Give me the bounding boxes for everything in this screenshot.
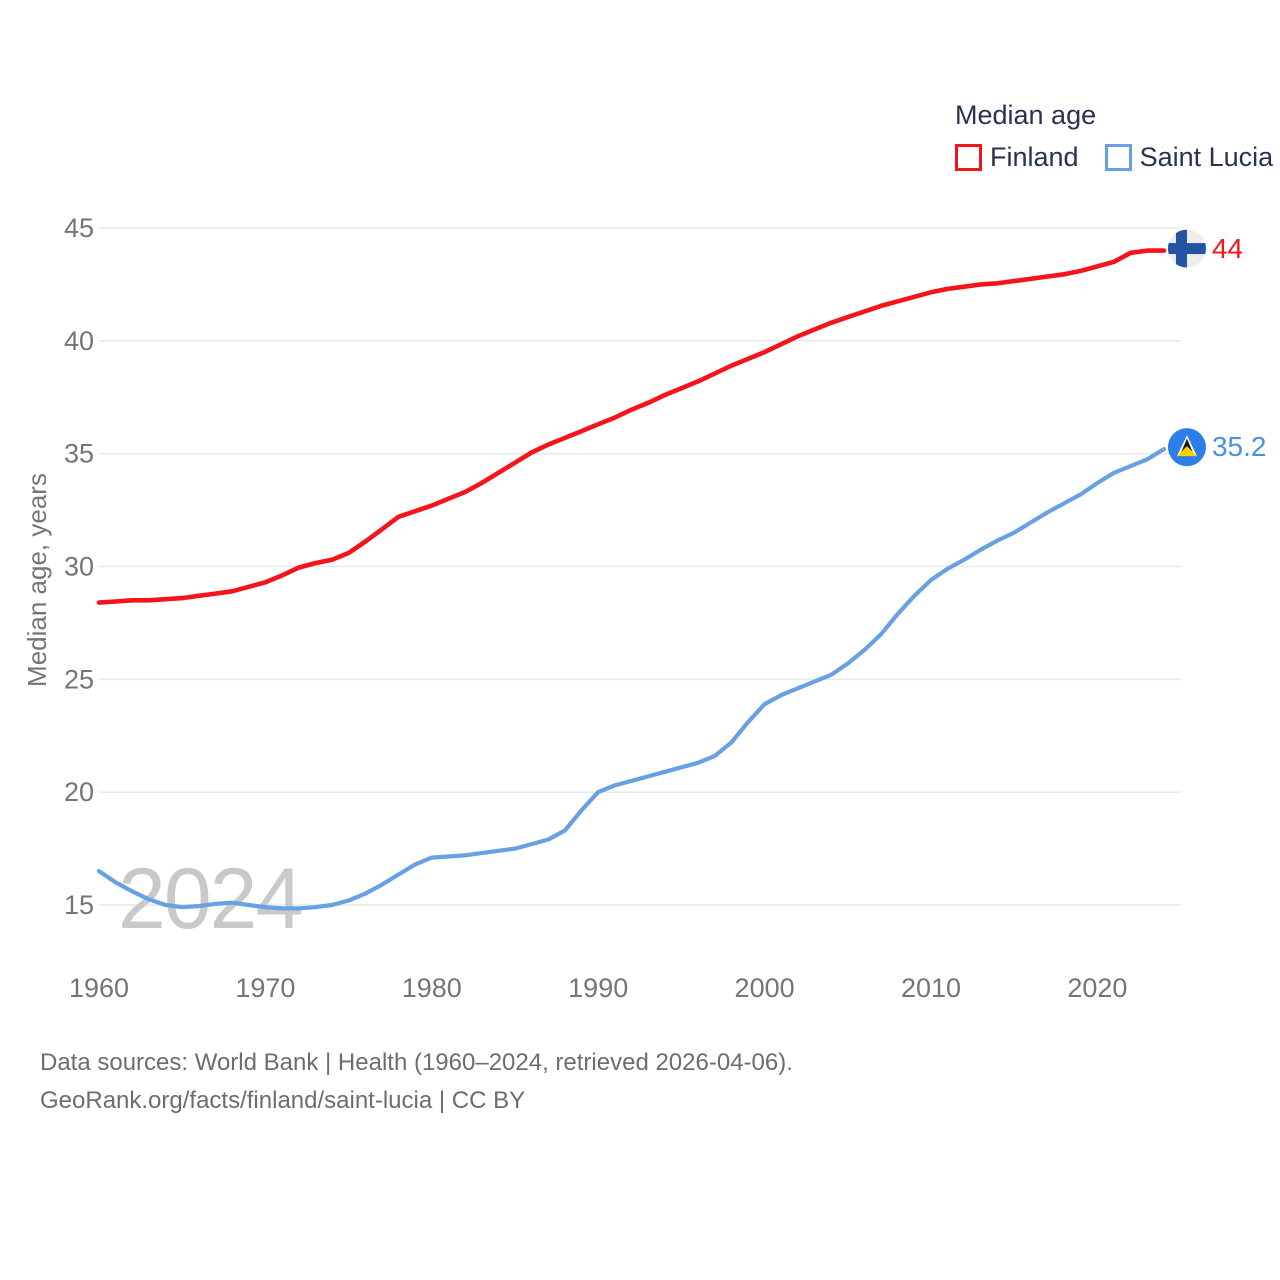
- legend-label-saint-lucia: Saint Lucia: [1139, 142, 1274, 172]
- legend-row: Finland Saint Lucia: [955, 142, 1273, 173]
- y-tick-label-25: 25: [64, 664, 94, 694]
- legend-item-saint-lucia[interactable]: Saint Lucia: [1104, 142, 1274, 173]
- y-tick-label-20: 20: [64, 777, 94, 807]
- x-tick-label-1980: 1980: [402, 973, 462, 1003]
- y-tick-label-15: 15: [64, 890, 94, 920]
- x-tick-label-2010: 2010: [901, 973, 961, 1003]
- y-axis-title: Median age, years: [22, 473, 52, 687]
- finland-end-value-label: 44: [1211, 232, 1244, 264]
- legend: Median age Finland Saint Lucia: [955, 100, 1273, 173]
- finland-flag-icon: [1167, 229, 1206, 268]
- footer: Data sources: World Bank | Health (1960–…: [40, 1044, 793, 1120]
- y-tick-label-40: 40: [64, 326, 94, 356]
- x-tick-label-1960: 1960: [69, 973, 129, 1003]
- x-tick-label-1990: 1990: [568, 973, 628, 1003]
- legend-item-finland[interactable]: Finland: [955, 142, 1079, 173]
- y-tick-label-30: 30: [64, 551, 94, 581]
- finland-series-swatch-icon: [955, 144, 982, 171]
- series-line-saint-lucia[interactable]: [96, 447, 1167, 911]
- y-tick-label-45: 45: [64, 213, 94, 243]
- legend-label-finland: Finland: [990, 142, 1079, 172]
- saint-lucia-flag-icon: [1167, 428, 1206, 467]
- x-tick-label-1970: 1970: [235, 973, 295, 1003]
- saint-lucia-end-value-label: 35.2: [1211, 431, 1267, 463]
- saint-lucia-series-swatch-icon: [1104, 144, 1132, 171]
- x-tick-label-2020: 2020: [1067, 973, 1127, 1003]
- x-tick-label-2000: 2000: [735, 973, 795, 1003]
- y-tick-label-35: 35: [64, 439, 94, 469]
- median-age-line-chart: 15 20 25 30 35 40 45 1960 1970 1980 1990 2000 2010 20…: [22, 213, 1206, 1003]
- footer-attribution-line: GeoRank.org/facts/finland/saint-lucia | …: [40, 1087, 526, 1114]
- footer-source-line: Data sources: World Bank | Health (1960–…: [40, 1049, 793, 1076]
- legend-title: Median age: [955, 100, 1097, 130]
- series-line-finland[interactable]: [96, 248, 1167, 605]
